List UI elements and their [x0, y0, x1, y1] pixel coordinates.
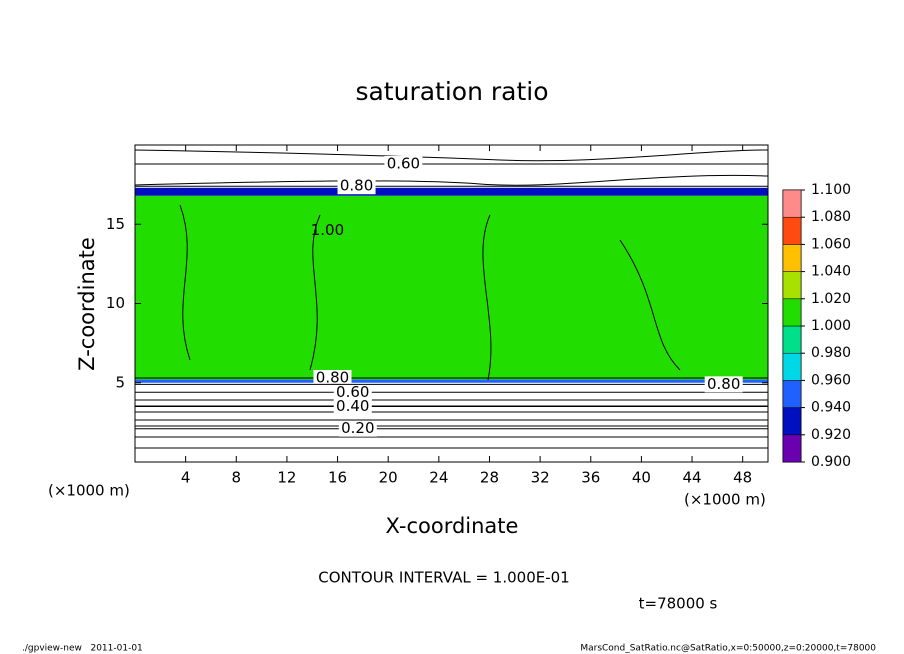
x-tick-label: 16 — [328, 469, 347, 487]
y-axis-label: Z-coordinate — [75, 237, 99, 371]
y-tick-label: 10 — [106, 294, 125, 312]
colorbar-tick-label: 1.080 — [811, 209, 851, 225]
colorbar-swatch — [782, 434, 802, 463]
x-tick-label: 40 — [632, 469, 651, 487]
contour-label: 0.40 — [336, 397, 369, 415]
x-unit: (×1000 m) — [684, 491, 766, 509]
colorbar-tick-label: 1.000 — [811, 318, 851, 334]
x-tick-label: 20 — [379, 469, 398, 487]
colorbar-tick-label: 0.960 — [811, 372, 851, 388]
x-tick-label: 24 — [429, 469, 448, 487]
contour-label-bg — [333, 398, 372, 415]
contour-label: 1.00 — [311, 221, 344, 239]
colorbar-swatch — [782, 189, 802, 218]
chart-title: saturation ratio — [355, 77, 548, 106]
colorbar-tick-label: 0.980 — [811, 345, 851, 361]
contour-label-bg — [384, 156, 423, 173]
contour-label-bg — [338, 420, 377, 437]
colorbar-tick-label: 1.040 — [811, 264, 851, 280]
contour-label: 0.60 — [387, 155, 420, 173]
footer: MarsCond_SatRatio.nc@SatRatio,x=0:50000,… — [580, 644, 876, 654]
x-tick-label: 4 — [181, 469, 191, 487]
field — [135, 187, 768, 383]
x-axis-label: X-coordinate — [386, 514, 519, 538]
x-unit: (×1000 m) — [48, 482, 130, 500]
contour-interval: CONTOUR INTERVAL = 1.000E-01 — [318, 569, 569, 587]
colorbar-tick-label: 1.100 — [811, 182, 851, 198]
contour-label-bg — [704, 376, 743, 393]
y-tick-label: 15 — [106, 215, 125, 233]
field-cell — [135, 195, 768, 380]
field-cell — [135, 379, 768, 383]
contour-label: 0.60 — [336, 383, 369, 401]
contour-label: 0.20 — [341, 419, 374, 437]
colorbar-swatch — [782, 271, 802, 300]
contour-label-bg — [337, 178, 376, 195]
contour-label: 0.80 — [707, 375, 740, 393]
colorbar-tick-label: 0.900 — [811, 454, 851, 470]
colorbar-tick-label: 0.920 — [811, 427, 851, 443]
x-tick-label: 8 — [232, 469, 242, 487]
colorbar-swatch — [782, 352, 802, 381]
colorbar-swatch — [782, 216, 802, 245]
colorbar-swatch — [782, 407, 802, 436]
x-tick-label: 12 — [277, 469, 296, 487]
colorbar-swatch — [782, 244, 802, 272]
colorbar-swatch — [782, 298, 802, 327]
contour-detail — [134, 149, 769, 449]
x-tick-label: 36 — [581, 469, 600, 487]
y-tick-label: 5 — [115, 373, 125, 391]
contour-label: 0.80 — [340, 177, 373, 195]
colorbar-tick-label: 1.020 — [811, 291, 851, 307]
x-tick-label: 28 — [480, 469, 499, 487]
contour-label-bg — [313, 369, 352, 386]
x-tick-label: 32 — [531, 469, 550, 487]
x-tick-label: 44 — [682, 469, 701, 487]
x-tick-label: 48 — [733, 469, 752, 487]
colorbar-swatch — [782, 380, 802, 408]
colorbar-tick-label: 0.940 — [811, 400, 851, 416]
field-cell — [135, 187, 768, 196]
contour-label-bg — [333, 384, 372, 401]
colorbar-tick-label: 1.060 — [811, 236, 851, 252]
footer: ./gpview-new 2011-01-01 — [22, 644, 143, 654]
contour-label: 0.80 — [316, 368, 349, 386]
colorbar-swatch — [782, 325, 802, 354]
time-label: t=78000 s — [639, 595, 718, 613]
